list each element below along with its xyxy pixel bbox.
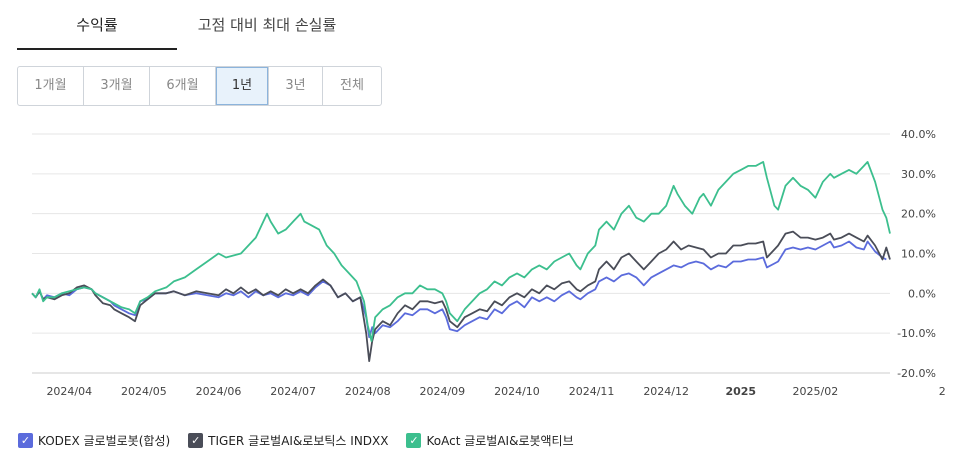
period-all[interactable]: 전체 [340, 78, 364, 93]
chart-legend: ✓ KODEX 글로벌로봇(합성) ✓ TIGER 글로벌AI&로보틱스 IND… [18, 432, 574, 449]
returns-line-chart: 40.0% 30.0% 20.0% 10.0% 0.0% -10.0% -20.0% 2024… [31, 128, 946, 398]
period-selector: 1개월 3개월 6개월 1년 3년 전체 [17, 66, 382, 106]
period-3-months[interactable]: 3개월 [84, 67, 150, 105]
period-1-year[interactable]: 1년 [216, 67, 269, 105]
legend-item-koact[interactable]: ✓ KoAct 글로벌AI&로봇액티브 [406, 432, 574, 449]
period-6-months[interactable]: 6개월 [150, 67, 216, 105]
y-tick-label: 10.0% [901, 248, 936, 261]
y-tick-label: 30.0% [901, 168, 936, 181]
x-tick-label: 2024/10 [494, 385, 540, 398]
series-line [31, 161, 891, 342]
y-tick-label: -10.0% [897, 327, 936, 340]
period-3-years[interactable]: 3년 [269, 67, 323, 105]
legend-label: KODEX 글로벌로봇(합성) [38, 434, 171, 448]
y-tick-label: -20.0% [897, 367, 936, 380]
x-tick-label: 2024/12 [643, 385, 689, 398]
x-tick-label: 2024/05 [121, 385, 167, 398]
x-tick-label: 2024/08 [345, 385, 391, 398]
x-tick-label: 2024/09 [419, 385, 465, 398]
x-tick-label: 2025/02 [793, 385, 839, 398]
x-tick-label: 2024/04 [46, 385, 92, 398]
tab-bar: 수익률 고점 대비 최대 손실률 [17, 0, 357, 50]
legend-label: TIGER 글로벌AI&로보틱스 INDXX [208, 434, 389, 448]
legend-label: KoAct 글로벌AI&로봇액티브 [426, 434, 574, 448]
tab-max-drawdown[interactable]: 고점 대비 최대 손실률 [197, 16, 337, 34]
checkbox-checked-icon: ✓ [18, 433, 33, 448]
x-tick-label: 2 [939, 385, 946, 398]
checkbox-checked-icon: ✓ [188, 433, 204, 448]
legend-item-kodex[interactable]: ✓ KODEX 글로벌로봇(합성) [18, 432, 170, 449]
y-tick-label: 20.0% [901, 208, 936, 221]
x-tick-label: 2024/06 [196, 385, 242, 398]
checkbox-checked-icon: ✓ [406, 433, 422, 448]
x-tick-label: 2024/11 [569, 385, 615, 398]
x-tick-label: 2024/07 [270, 385, 316, 398]
legend-item-tiger[interactable]: ✓ TIGER 글로벌AI&로보틱스 INDXX [188, 432, 388, 449]
y-tick-label: 0.0% [908, 287, 936, 300]
series-line [31, 230, 891, 362]
x-tick-label: 2025 [725, 385, 756, 398]
y-tick-label: 40.0% [901, 128, 936, 141]
period-1-month[interactable]: 1개월 [18, 67, 84, 105]
tab-returns[interactable]: 수익률 [17, 0, 177, 50]
